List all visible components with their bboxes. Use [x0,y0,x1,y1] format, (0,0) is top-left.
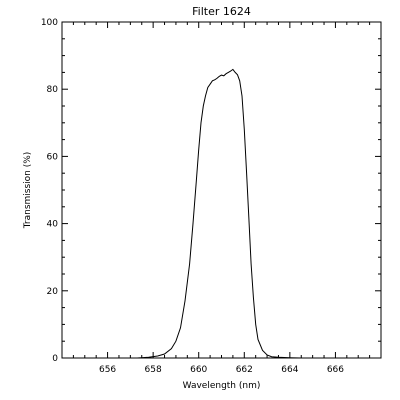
axis-tick-labels: 656 658 660 662 664 666 0 20 40 60 80 100 [41,18,344,375]
x-tick-label: 666 [327,365,344,375]
axis-ticks [61,21,382,359]
x-tick-label: 662 [236,365,253,375]
x-tick-label: 656 [99,365,116,375]
y-tick-label: 80 [47,85,59,95]
y-tick-label: 0 [52,354,58,364]
x-axis-label: Wavelength (nm) [183,381,261,391]
y-tick-label: 20 [47,287,59,297]
x-tick-label: 660 [190,365,207,375]
x-tick-label: 664 [281,365,298,375]
x-tick-label: 658 [145,365,162,375]
y-tick-label: 60 [47,152,59,162]
y-tick-label: 100 [41,18,58,28]
plot-frame [61,21,382,359]
y-tick-label: 40 [47,220,59,230]
transmission-curve [137,68,313,359]
y-axis-label: Transmission (%) [23,152,33,230]
chart-title: Filter 1624 [192,5,251,18]
